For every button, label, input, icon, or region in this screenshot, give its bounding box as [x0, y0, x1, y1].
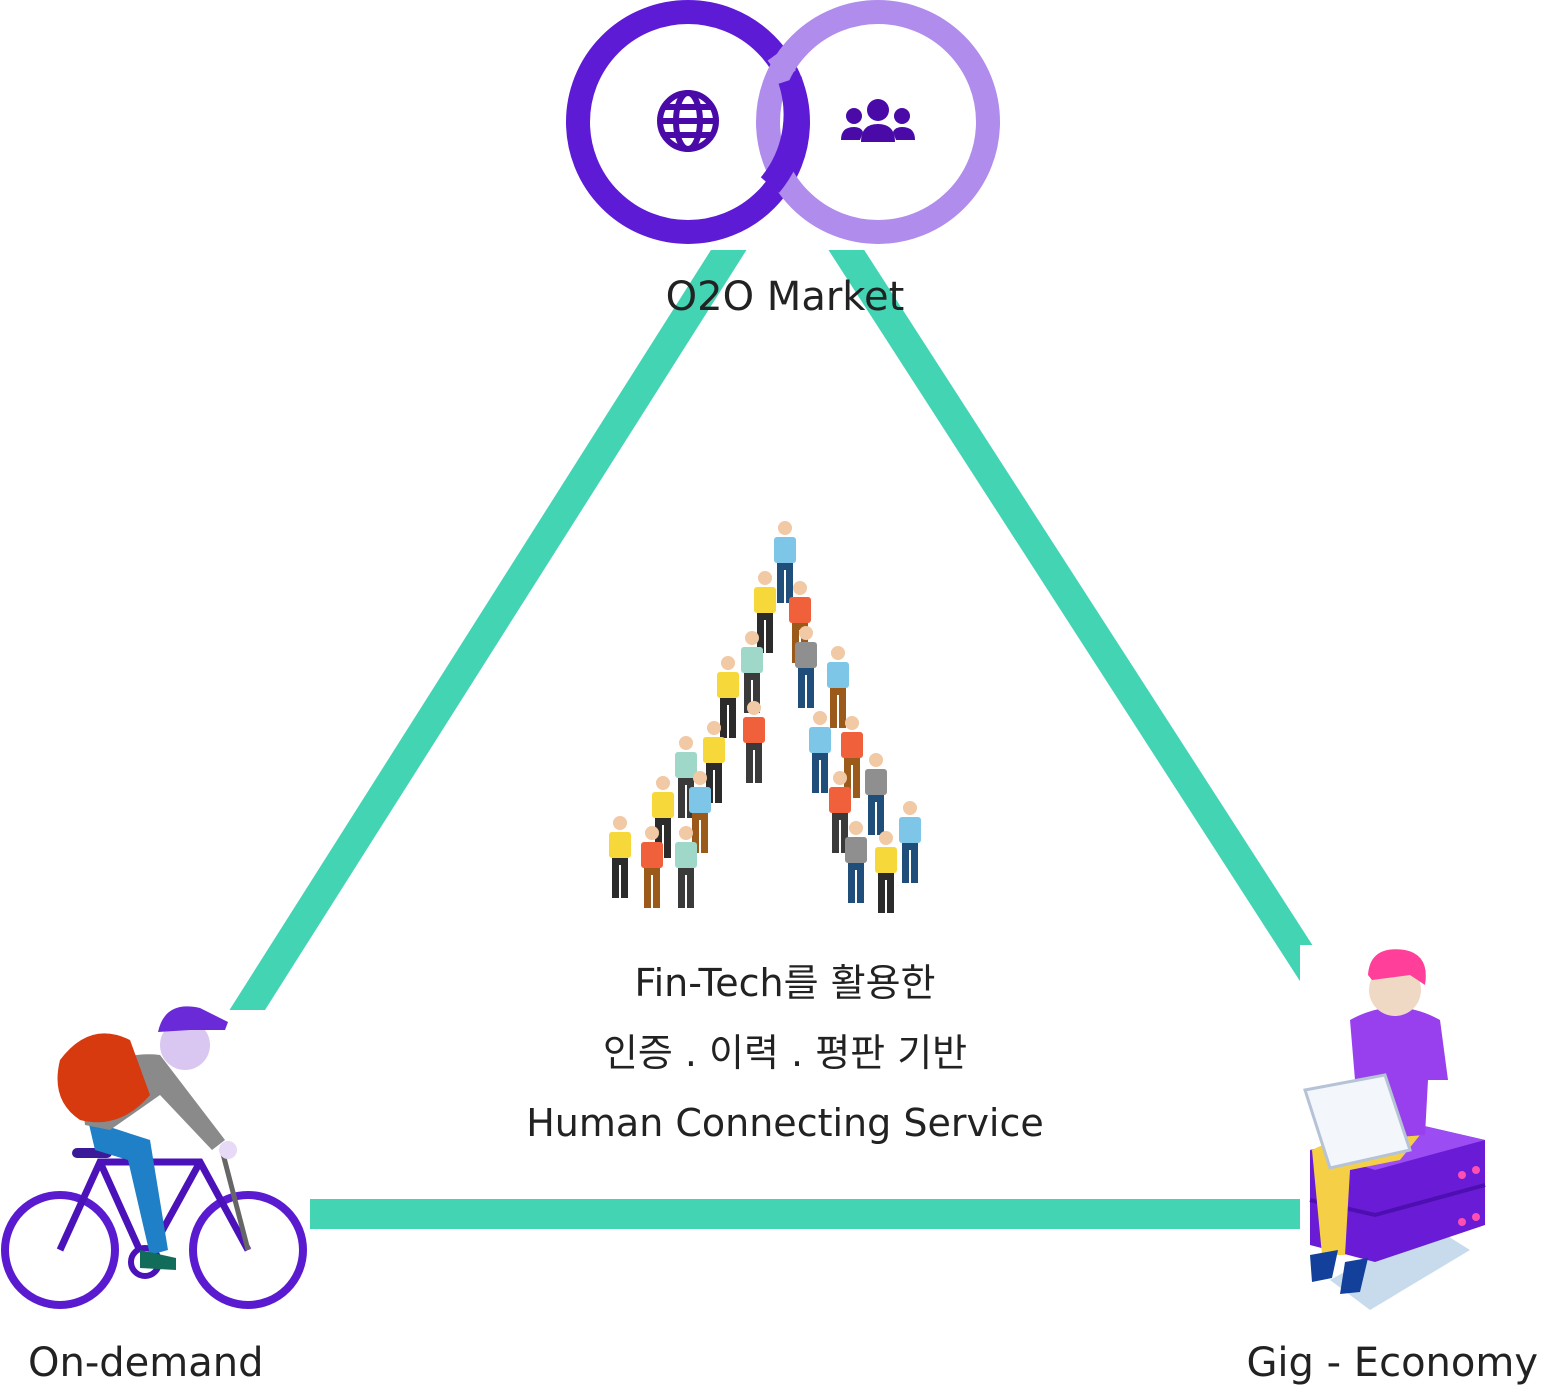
- triangle-frame: [90, 130, 1496, 1229]
- crowd-illustration: [609, 521, 921, 913]
- crowd-person: [827, 646, 849, 728]
- cyclist-illustration: [0, 1006, 310, 1310]
- crowd-person: [675, 826, 697, 908]
- crowd-person: [865, 753, 887, 835]
- crowd-person: [845, 821, 867, 903]
- center-line-2: 인증 . 이력 . 평판 기반: [602, 1031, 968, 1075]
- crowd-person: [609, 816, 631, 898]
- crowd-person: [841, 716, 863, 798]
- on-demand-label: On-demand: [28, 1340, 264, 1386]
- crowd-person: [754, 571, 776, 653]
- bike-wheel-back: [1, 1191, 119, 1309]
- ring-people: [756, 0, 1000, 244]
- center-line-1: Fin-Tech를 활용한: [634, 961, 936, 1005]
- crowd-person: [717, 656, 739, 738]
- crowd-person: [899, 801, 921, 883]
- globe-icon: [657, 90, 719, 152]
- crowd-person: [743, 701, 765, 783]
- crowd-person: [703, 721, 725, 803]
- center-line-3: Human Connecting Service: [526, 1101, 1044, 1145]
- crowd-person: [641, 826, 663, 908]
- crowd-person: [774, 521, 796, 603]
- center-description: Fin-Tech를 활용한 인증 . 이력 . 평판 기반 Human Conn…: [470, 948, 1100, 1158]
- people-group-icon: [841, 99, 915, 142]
- crowd-person: [875, 831, 897, 913]
- o2o-market-label: O2O Market: [665, 274, 905, 320]
- crowd-person: [829, 771, 851, 853]
- crowd-person: [809, 711, 831, 793]
- gig-economy-label: Gig - Economy: [1246, 1340, 1538, 1386]
- freelancer-illustration: [1300, 945, 1500, 1310]
- bike-wheel-front: [189, 1191, 307, 1309]
- crowd-person: [795, 626, 817, 708]
- o2o-rings: [560, 0, 1010, 250]
